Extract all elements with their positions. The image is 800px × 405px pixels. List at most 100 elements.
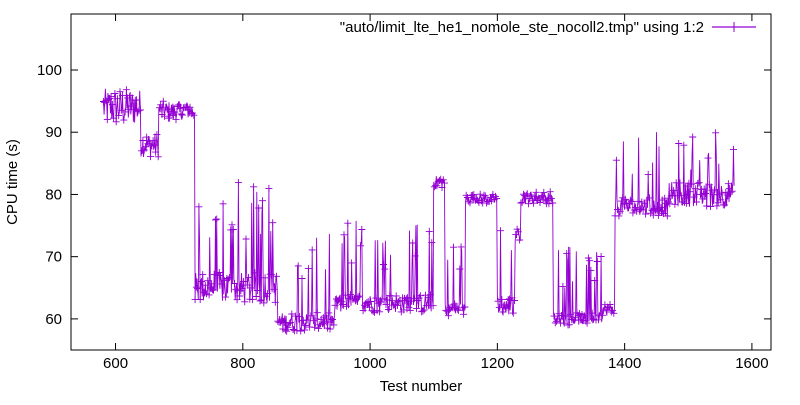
data-point bbox=[616, 207, 624, 215]
data-point bbox=[201, 281, 209, 289]
data-point bbox=[363, 299, 371, 306]
data-point bbox=[159, 97, 167, 105]
data-point bbox=[460, 310, 468, 318]
data-point bbox=[177, 110, 185, 118]
data-point bbox=[166, 114, 174, 122]
data-point bbox=[497, 227, 504, 235]
data-point bbox=[126, 91, 134, 99]
data-point bbox=[402, 295, 410, 303]
data-point bbox=[340, 231, 348, 239]
data-point bbox=[367, 298, 375, 305]
y-axis: 60 70 80 90 100 bbox=[37, 62, 771, 328]
data-point bbox=[226, 274, 233, 281]
data-point bbox=[493, 194, 501, 202]
data-point bbox=[285, 319, 293, 327]
data-point bbox=[130, 100, 138, 108]
data-point bbox=[234, 179, 242, 187]
data-point bbox=[546, 188, 554, 196]
data-point bbox=[330, 321, 338, 329]
data-point bbox=[693, 198, 700, 206]
data-point bbox=[259, 197, 266, 205]
data-point bbox=[196, 296, 204, 303]
data-point bbox=[668, 191, 676, 199]
data-point bbox=[108, 100, 116, 108]
data-point bbox=[261, 274, 269, 282]
data-point bbox=[288, 310, 296, 318]
data-point bbox=[433, 182, 441, 190]
data-point bbox=[116, 88, 124, 96]
data-point bbox=[456, 265, 464, 273]
data-point bbox=[147, 153, 154, 161]
data-point bbox=[667, 192, 675, 200]
data-point bbox=[525, 200, 532, 208]
data-point bbox=[260, 299, 268, 307]
data-point bbox=[565, 321, 573, 329]
data-point bbox=[143, 133, 151, 141]
data-point bbox=[717, 196, 725, 204]
data-point bbox=[378, 295, 386, 303]
data-point bbox=[210, 270, 218, 278]
data-point bbox=[233, 296, 241, 304]
data-point bbox=[518, 198, 526, 206]
data-point bbox=[481, 192, 489, 200]
data-point bbox=[255, 204, 263, 212]
data-point bbox=[690, 193, 698, 201]
data-point bbox=[154, 153, 162, 161]
data-point bbox=[125, 106, 133, 114]
data-point bbox=[583, 319, 591, 327]
data-point bbox=[549, 199, 557, 207]
data-point bbox=[570, 316, 578, 324]
data-point bbox=[115, 112, 123, 120]
data-point bbox=[357, 242, 364, 250]
data-point bbox=[381, 265, 389, 273]
data-point bbox=[540, 188, 548, 196]
data-point bbox=[307, 312, 315, 320]
data-point bbox=[117, 106, 125, 114]
data-point bbox=[339, 301, 347, 308]
data-point bbox=[558, 312, 566, 319]
series-layer bbox=[100, 86, 737, 335]
data-point bbox=[423, 302, 431, 310]
data-point bbox=[245, 273, 252, 281]
data-point bbox=[122, 86, 130, 94]
data-point bbox=[270, 285, 278, 293]
data-point bbox=[250, 183, 258, 191]
data-point bbox=[444, 312, 452, 320]
data-point bbox=[429, 302, 437, 310]
data-point bbox=[224, 275, 232, 283]
data-point bbox=[205, 291, 213, 299]
data-point bbox=[442, 306, 450, 314]
data-point bbox=[661, 194, 669, 202]
data-point bbox=[264, 290, 272, 298]
y-tick-label: 70 bbox=[45, 249, 62, 266]
data-point bbox=[217, 272, 224, 279]
data-point bbox=[405, 303, 413, 311]
data-point bbox=[626, 196, 634, 204]
y-tick-label: 60 bbox=[45, 311, 62, 328]
data-point bbox=[499, 308, 507, 316]
data-point bbox=[289, 326, 297, 333]
data-point bbox=[343, 302, 350, 310]
data-point bbox=[480, 191, 488, 199]
data-point bbox=[587, 266, 595, 274]
data-point bbox=[597, 253, 605, 260]
data-point bbox=[157, 101, 165, 109]
data-point bbox=[605, 304, 613, 311]
data-point bbox=[727, 188, 735, 196]
data-point bbox=[161, 112, 168, 120]
data-point bbox=[121, 108, 129, 116]
data-point bbox=[352, 297, 359, 305]
data-point bbox=[539, 192, 546, 200]
data-point bbox=[247, 284, 255, 292]
data-point bbox=[676, 179, 684, 187]
data-point bbox=[243, 281, 251, 289]
x-tick-label: 800 bbox=[230, 355, 255, 372]
x-tick-label: 1400 bbox=[608, 355, 641, 372]
data-point bbox=[428, 239, 436, 247]
data-point bbox=[438, 184, 446, 191]
data-point bbox=[112, 118, 120, 126]
data-point bbox=[554, 315, 562, 323]
data-point bbox=[689, 133, 697, 141]
data-point bbox=[336, 294, 344, 302]
